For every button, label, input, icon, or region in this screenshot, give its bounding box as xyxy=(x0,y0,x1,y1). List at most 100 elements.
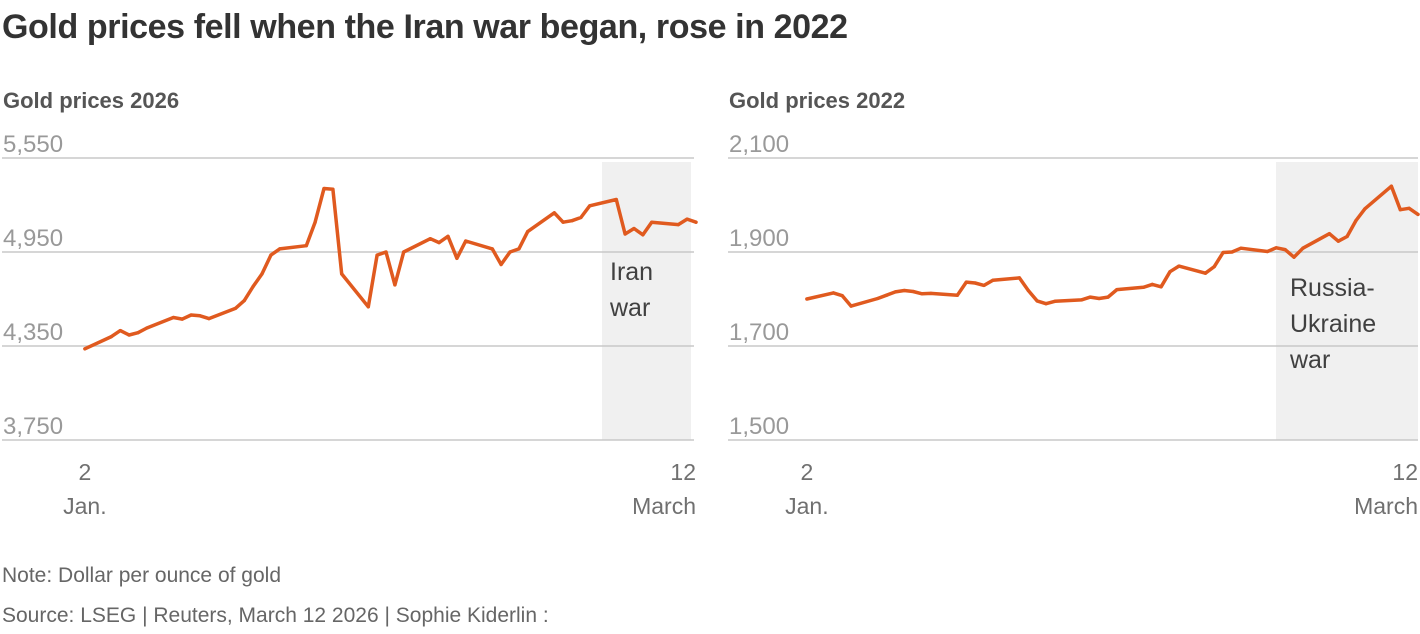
data-point xyxy=(375,253,379,257)
data-point xyxy=(588,204,592,208)
data-point xyxy=(685,217,689,221)
data-point xyxy=(437,241,441,245)
data-point xyxy=(885,293,889,297)
data-point xyxy=(233,306,237,310)
data-point xyxy=(499,262,503,267)
data-point xyxy=(911,289,915,294)
data-point xyxy=(1389,184,1393,188)
data-point xyxy=(1292,255,1296,259)
x-tick-label: 2 xyxy=(800,459,813,485)
data-point xyxy=(1336,239,1340,243)
data-point xyxy=(570,219,574,223)
data-point xyxy=(1017,276,1021,280)
chart-2022-svg: Gold prices 2022 1,500 1,700 1,900 2,100 Russ… xyxy=(728,88,1420,519)
data-point xyxy=(1079,298,1083,302)
data-point xyxy=(269,253,273,257)
data-point xyxy=(1239,246,1243,250)
data-point xyxy=(831,291,835,295)
x-tick-label: 12 xyxy=(670,459,696,485)
data-point xyxy=(1354,218,1358,223)
source-text: Source: LSEG | Reuters, March 12 2026 | … xyxy=(2,604,549,627)
data-point xyxy=(313,220,317,224)
data-point xyxy=(893,290,897,294)
y-tick-label: 5,550 xyxy=(3,131,63,158)
data-point xyxy=(920,292,924,296)
y-tick-label: 1,500 xyxy=(729,413,789,440)
data-point xyxy=(1212,265,1216,269)
data-point xyxy=(1088,295,1092,299)
x-tick-label: March xyxy=(1354,493,1418,519)
chart-2026: Gold prices 2026 3,750 4,350 4,950 5,550 Iran… xyxy=(2,84,702,524)
data-point xyxy=(1230,250,1234,254)
data-point xyxy=(1026,288,1030,293)
data-point xyxy=(366,305,370,309)
data-point xyxy=(242,299,246,303)
data-point xyxy=(1150,282,1154,286)
data-point xyxy=(1327,232,1331,236)
data-point xyxy=(171,315,175,320)
data-point xyxy=(623,232,627,236)
y-tick-label: 4,950 xyxy=(3,225,63,252)
data-point xyxy=(1115,288,1119,292)
data-point xyxy=(973,281,977,285)
x-tick-label: Jan. xyxy=(63,493,106,519)
data-point xyxy=(1044,302,1048,306)
data-point xyxy=(1106,295,1110,299)
data-point xyxy=(127,333,131,337)
data-point xyxy=(260,272,264,276)
data-point xyxy=(1177,264,1181,268)
shaded-region-label: Ukraine xyxy=(1290,310,1376,338)
data-point xyxy=(1035,299,1039,303)
x-tick-label: 12 xyxy=(1392,459,1418,485)
data-point xyxy=(1407,206,1411,210)
data-point xyxy=(1159,285,1163,289)
shaded-region xyxy=(1276,162,1418,440)
data-point xyxy=(1053,299,1057,303)
data-point xyxy=(508,250,512,254)
y-tick-label: 2,100 xyxy=(729,131,789,158)
y-tick-label: 4,350 xyxy=(3,319,63,346)
data-point xyxy=(1097,296,1101,301)
data-point xyxy=(1274,246,1278,250)
x-tick-label: Jan. xyxy=(785,493,828,519)
shaded-region-label: war xyxy=(609,294,650,322)
data-point xyxy=(145,326,149,330)
data-point xyxy=(982,283,986,287)
x-tick-label: 2 xyxy=(78,459,91,485)
data-point xyxy=(991,278,995,282)
data-point xyxy=(304,244,308,248)
chart-2026-svg: Gold prices 2026 3,750 4,350 4,950 5,550 Iran… xyxy=(2,88,698,519)
data-point xyxy=(464,239,468,243)
data-point xyxy=(384,250,388,254)
data-point xyxy=(428,237,432,241)
data-point xyxy=(676,223,680,227)
y-tick-label: 1,700 xyxy=(729,319,789,346)
data-point xyxy=(614,197,618,202)
shaded-region-label: war xyxy=(1289,346,1330,374)
data-point xyxy=(876,296,880,301)
data-point xyxy=(1141,285,1145,289)
data-point xyxy=(455,256,459,260)
data-point xyxy=(180,317,184,321)
y-tick-label: 1,900 xyxy=(729,225,789,252)
data-point xyxy=(561,220,565,224)
data-point xyxy=(1345,234,1349,239)
data-point xyxy=(1416,212,1420,216)
data-point xyxy=(322,186,326,191)
data-point xyxy=(517,247,521,251)
shaded-region-label: Russia- xyxy=(1290,274,1375,302)
chart-title: Gold prices 2026 xyxy=(3,88,179,113)
data-point xyxy=(1203,271,1207,275)
data-point xyxy=(393,283,397,287)
data-point xyxy=(490,247,494,251)
data-point xyxy=(198,314,202,318)
data-point xyxy=(840,294,844,298)
data-point xyxy=(805,297,809,301)
data-point xyxy=(526,230,530,234)
data-point xyxy=(1221,250,1225,255)
data-point xyxy=(955,293,959,297)
data-point xyxy=(849,304,853,308)
data-point xyxy=(83,347,87,351)
data-point xyxy=(1398,208,1402,212)
page-title: Gold prices fell when the Iran war began… xyxy=(2,8,848,46)
